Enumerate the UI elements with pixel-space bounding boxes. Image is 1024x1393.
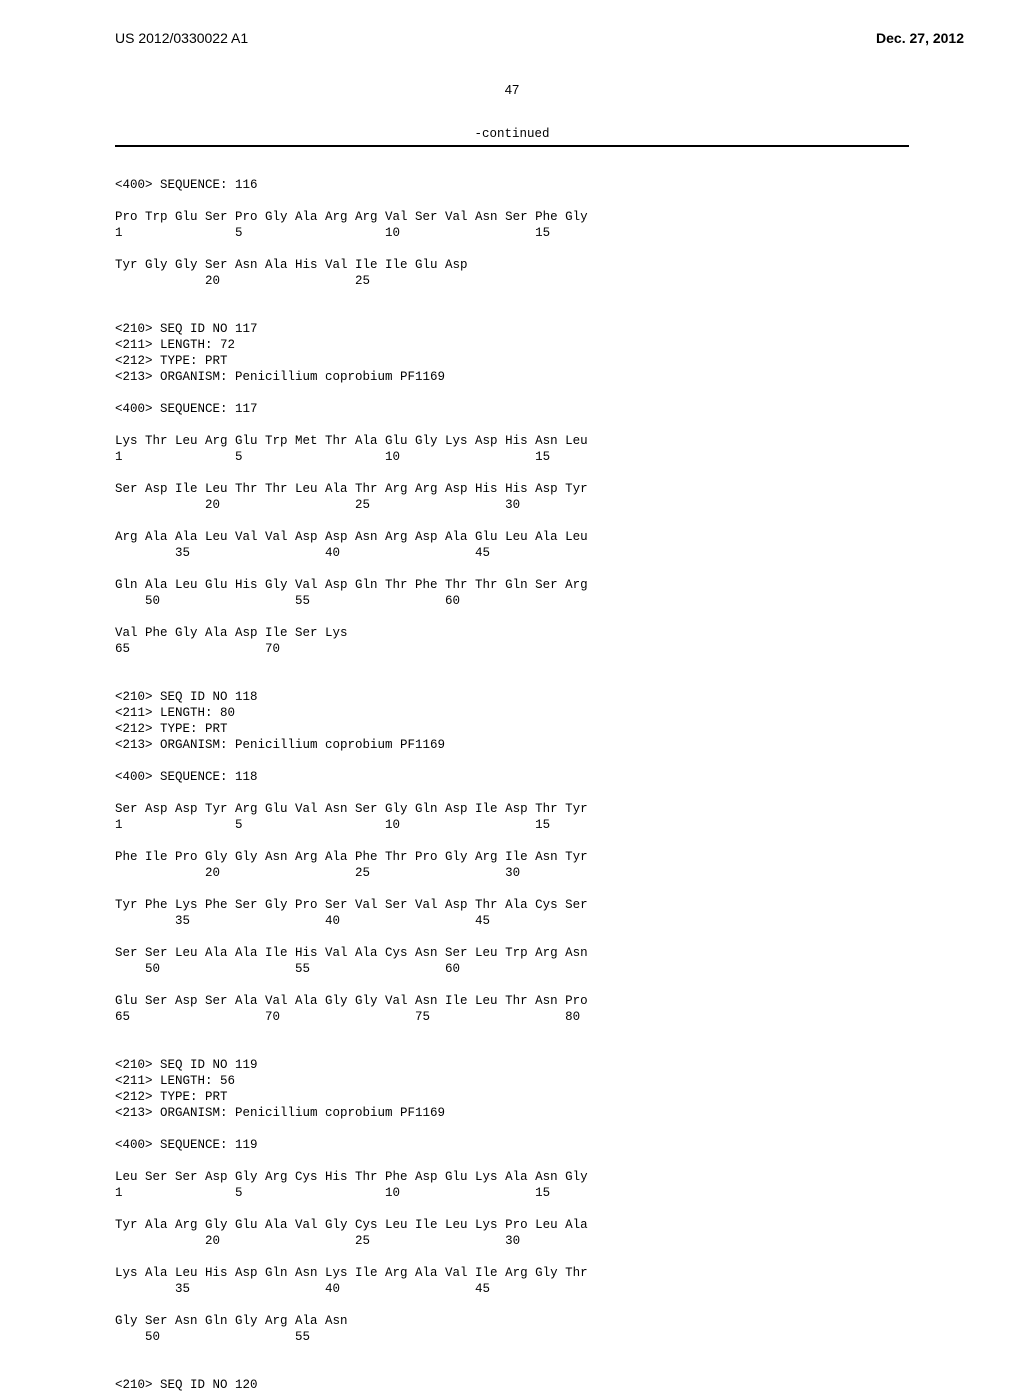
page-header: US 2012/0330022 A1 Dec. 27, 2012 bbox=[0, 0, 1024, 54]
sequence-listing: <400> SEQUENCE: 116 Pro Trp Glu Ser Pro … bbox=[0, 147, 1024, 1393]
publication-date: Dec. 27, 2012 bbox=[876, 30, 964, 46]
publication-number: US 2012/0330022 A1 bbox=[115, 30, 248, 46]
page-number: 47 bbox=[0, 82, 1024, 97]
continued-label: -continued bbox=[0, 127, 1024, 141]
